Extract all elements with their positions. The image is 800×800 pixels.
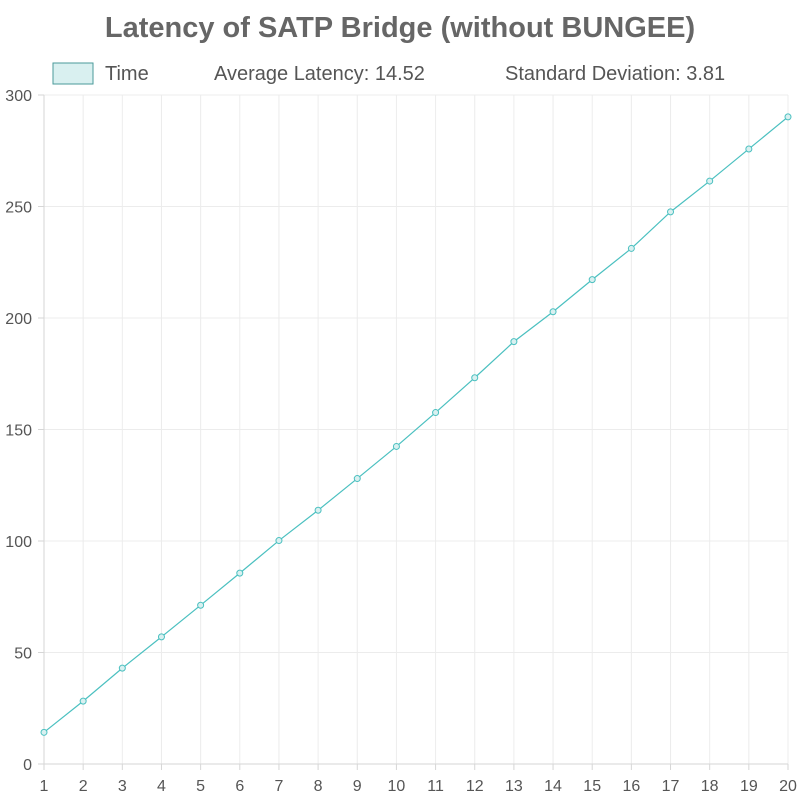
data-point[interactable] <box>353 475 361 483</box>
data-point[interactable] <box>784 113 792 121</box>
data-point[interactable] <box>588 276 596 284</box>
data-point[interactable] <box>392 442 400 450</box>
grid <box>44 94 789 764</box>
data-point[interactable] <box>471 374 479 382</box>
x-tick-label: 3 <box>118 778 127 795</box>
x-tick-label: 9 <box>353 778 362 795</box>
data-point[interactable] <box>79 697 87 705</box>
data-point[interactable] <box>706 177 714 185</box>
y-axis-ticks: 0 50 100 150 200 250 300 <box>5 88 44 774</box>
legend-swatch-time <box>52 62 94 85</box>
data-point[interactable] <box>549 308 557 316</box>
x-tick-label: 17 <box>662 778 680 795</box>
data-point[interactable] <box>157 633 165 641</box>
x-tick-label: 12 <box>466 778 484 795</box>
x-tick-label: 14 <box>544 778 562 795</box>
data-point[interactable] <box>314 506 322 514</box>
legend[interactable]: Time Average Latency: 14.52 Standard Dev… <box>52 62 725 85</box>
y-tick-label: 100 <box>5 534 32 551</box>
y-tick-label: 150 <box>5 423 32 440</box>
x-tick-label: 19 <box>740 778 758 795</box>
series-time <box>40 113 792 736</box>
x-tick-label: 7 <box>274 778 283 795</box>
x-tick-label: 16 <box>622 778 640 795</box>
data-point[interactable] <box>745 145 753 153</box>
x-tick-label: 8 <box>314 778 323 795</box>
x-tick-label: 13 <box>505 778 523 795</box>
y-tick-label: 50 <box>14 646 32 663</box>
data-point[interactable] <box>40 728 48 736</box>
x-tick-label: 10 <box>388 778 406 795</box>
data-point[interactable] <box>627 244 635 252</box>
x-tick-label: 15 <box>583 778 601 795</box>
series-line-time <box>43 116 789 733</box>
x-tick-label: 4 <box>157 778 166 795</box>
data-point[interactable] <box>432 409 440 417</box>
y-tick-label: 300 <box>5 88 32 105</box>
chart-title: Latency of SATP Bridge (without BUNGEE) <box>105 12 695 44</box>
x-tick-label: 20 <box>779 778 797 795</box>
legend-label-time: Time <box>105 63 149 85</box>
data-point[interactable] <box>667 208 675 216</box>
y-tick-label: 200 <box>5 311 32 328</box>
y-tick-label: 0 <box>23 757 32 774</box>
x-tick-label: 2 <box>79 778 88 795</box>
x-tick-label: 5 <box>196 778 205 795</box>
standard-deviation-label: Standard Deviation: 3.81 <box>505 63 725 85</box>
x-tick-label: 18 <box>701 778 719 795</box>
data-point[interactable] <box>197 601 205 609</box>
x-axis-ticks: 1 2 3 4 5 6 7 8 9 10 11 12 13 14 15 16 17 18 19 20 <box>40 764 797 795</box>
data-point[interactable] <box>510 338 518 346</box>
data-point[interactable] <box>275 537 283 545</box>
data-point[interactable] <box>236 569 244 577</box>
x-tick-label: 11 <box>427 778 444 795</box>
y-tick-label: 250 <box>5 200 32 217</box>
data-point[interactable] <box>118 664 126 672</box>
x-tick-label: 1 <box>40 778 49 795</box>
average-latency-label: Average Latency: 14.52 <box>214 63 425 85</box>
x-tick-label: 6 <box>235 778 244 795</box>
